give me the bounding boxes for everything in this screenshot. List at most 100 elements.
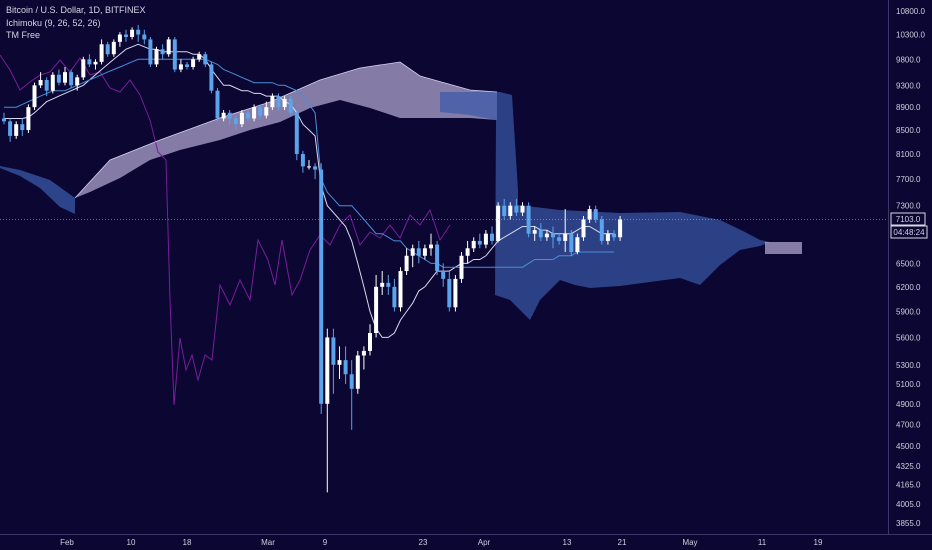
time-tick-label: 19: [814, 538, 823, 547]
candle-body: [282, 98, 287, 108]
candle: [14, 121, 19, 139]
candle: [471, 237, 476, 253]
candle-body: [605, 233, 610, 241]
candle-body: [288, 98, 293, 113]
candle: [422, 244, 427, 260]
candle-body: [136, 29, 141, 35]
candle-body: [69, 72, 74, 86]
candle: [191, 56, 196, 70]
candle: [490, 226, 494, 245]
candle-body: [270, 96, 275, 108]
candle: [569, 230, 574, 256]
candle-body: [154, 49, 159, 65]
cloud-bear-segment: [0, 166, 75, 214]
candle-body: [307, 166, 311, 168]
candle-body: [416, 248, 421, 256]
candle: [398, 267, 403, 312]
candle: [581, 215, 586, 241]
candle-body: [508, 205, 513, 216]
candle: [380, 271, 385, 295]
candle: [252, 104, 257, 122]
candle: [502, 198, 507, 220]
last-price-label: 7103.0: [896, 215, 921, 224]
candle-body: [313, 166, 318, 170]
price-axis[interactable]: 10800.0 10300.0 9800.0 9300.0 8900.0 8500.0 81…: [896, 7, 925, 528]
price-tick-label: 8500.0: [896, 126, 921, 135]
candle-body: [612, 233, 616, 238]
candle-body: [520, 205, 525, 213]
price-tick-label: 4500.0: [896, 442, 921, 451]
candle-body: [111, 41, 116, 55]
candle-body: [14, 124, 19, 136]
time-tick-label: May: [682, 538, 697, 547]
candle-body: [197, 54, 202, 60]
candle: [294, 109, 299, 161]
candle: [612, 230, 616, 241]
candle-body: [532, 230, 537, 234]
candle: [465, 240, 470, 264]
candle: [563, 209, 568, 253]
kijun-sen-line: [4, 58, 614, 268]
candle-body: [32, 85, 37, 108]
candle: [435, 240, 440, 275]
candle: [69, 69, 74, 88]
candle: [246, 109, 250, 122]
candle-body: [441, 271, 446, 279]
candle-body: [252, 107, 257, 119]
candle: [325, 328, 330, 493]
candle-body: [44, 80, 49, 91]
candle-body: [410, 248, 415, 256]
candle-body: [368, 333, 372, 351]
candle-body: [575, 237, 580, 253]
candle: [343, 346, 348, 384]
candle-body: [215, 90, 220, 119]
candle-body: [551, 233, 555, 238]
symbol-title[interactable]: Bitcoin / U.S. Dollar, 1D, BITFINEX: [6, 5, 146, 15]
candle-body: [325, 337, 330, 404]
candle: [551, 226, 555, 249]
candle: [587, 205, 592, 223]
candle: [215, 87, 220, 122]
candle-body: [172, 39, 177, 70]
candle: [355, 350, 360, 394]
indicator-label[interactable]: Ichimoku (9, 26, 52, 26): [6, 17, 101, 28]
candle: [374, 274, 379, 338]
candle-body: [166, 39, 171, 55]
candle: [32, 82, 37, 110]
candle-body: [593, 209, 598, 220]
candle-body: [563, 233, 568, 241]
time-tick-label: Mar: [261, 538, 275, 547]
price-tick-label: 4325.0: [896, 462, 921, 471]
candle-body: [398, 271, 403, 308]
candle-body: [587, 209, 592, 220]
candle: [557, 233, 562, 245]
candle-body: [343, 360, 348, 375]
price-tick-label: 8900.0: [896, 103, 921, 112]
candle: [203, 51, 208, 67]
candle-body: [148, 39, 153, 65]
candle: [81, 56, 86, 81]
extra-indicator-label[interactable]: TM Free: [6, 30, 41, 40]
candle: [166, 36, 171, 57]
candle: [26, 104, 31, 133]
cloud-bear-segment: [440, 92, 770, 320]
candle-body: [276, 96, 281, 108]
candle-body: [361, 350, 366, 356]
candle: [209, 61, 214, 94]
candle-body: [514, 205, 519, 213]
candle-body: [349, 374, 354, 389]
candle: [404, 248, 409, 275]
price-tick-label: 3855.0: [896, 519, 921, 528]
candle: [185, 61, 189, 70]
candle: [361, 346, 366, 370]
candle-body: [435, 244, 440, 272]
candle: [605, 230, 610, 245]
candle: [313, 163, 318, 180]
candle: [618, 215, 623, 241]
time-tick-label: Apr: [478, 538, 491, 547]
candle-body: [99, 44, 104, 62]
candle: [142, 29, 147, 45]
time-axis[interactable]: Feb 10 18 Mar 9 23 Apr 13 21 May 11 19: [60, 538, 823, 547]
candle-body: [392, 286, 397, 308]
